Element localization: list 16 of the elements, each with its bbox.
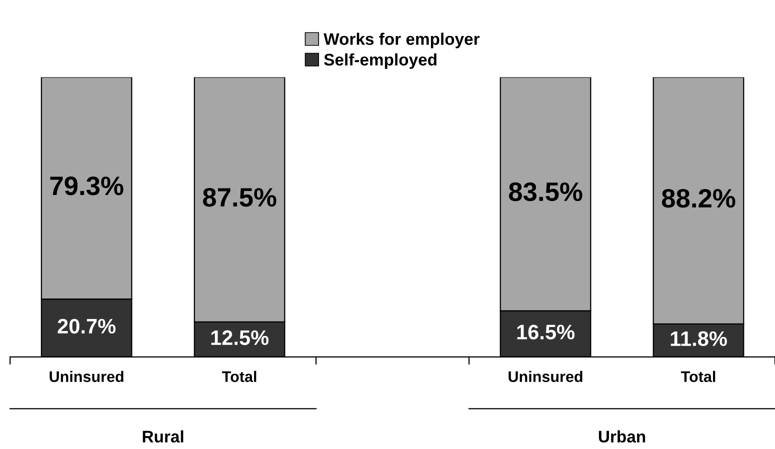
x-tick-label: Total — [222, 370, 256, 382]
legend-label: Self-employed — [324, 53, 436, 69]
data-label: 12.5% — [211, 330, 269, 346]
data-label: 79.3% — [50, 176, 124, 196]
data-label: 88.2% — [662, 188, 736, 208]
text: Urban — [598, 430, 646, 443]
x-tick-label: Total — [681, 370, 716, 382]
data-label: 83.5% — [508, 182, 582, 202]
text: Rural — [142, 430, 184, 443]
x-tick-label: Uninsured — [50, 370, 124, 382]
data-label: 16.5% — [517, 324, 575, 340]
data-label: 11.8% — [670, 331, 727, 346]
data-label: 87.5% — [202, 188, 276, 207]
legend-label: Works for employer — [324, 32, 480, 48]
x-tick-label: Uninsured — [508, 370, 582, 382]
data-label: 20.7% — [58, 318, 116, 334]
